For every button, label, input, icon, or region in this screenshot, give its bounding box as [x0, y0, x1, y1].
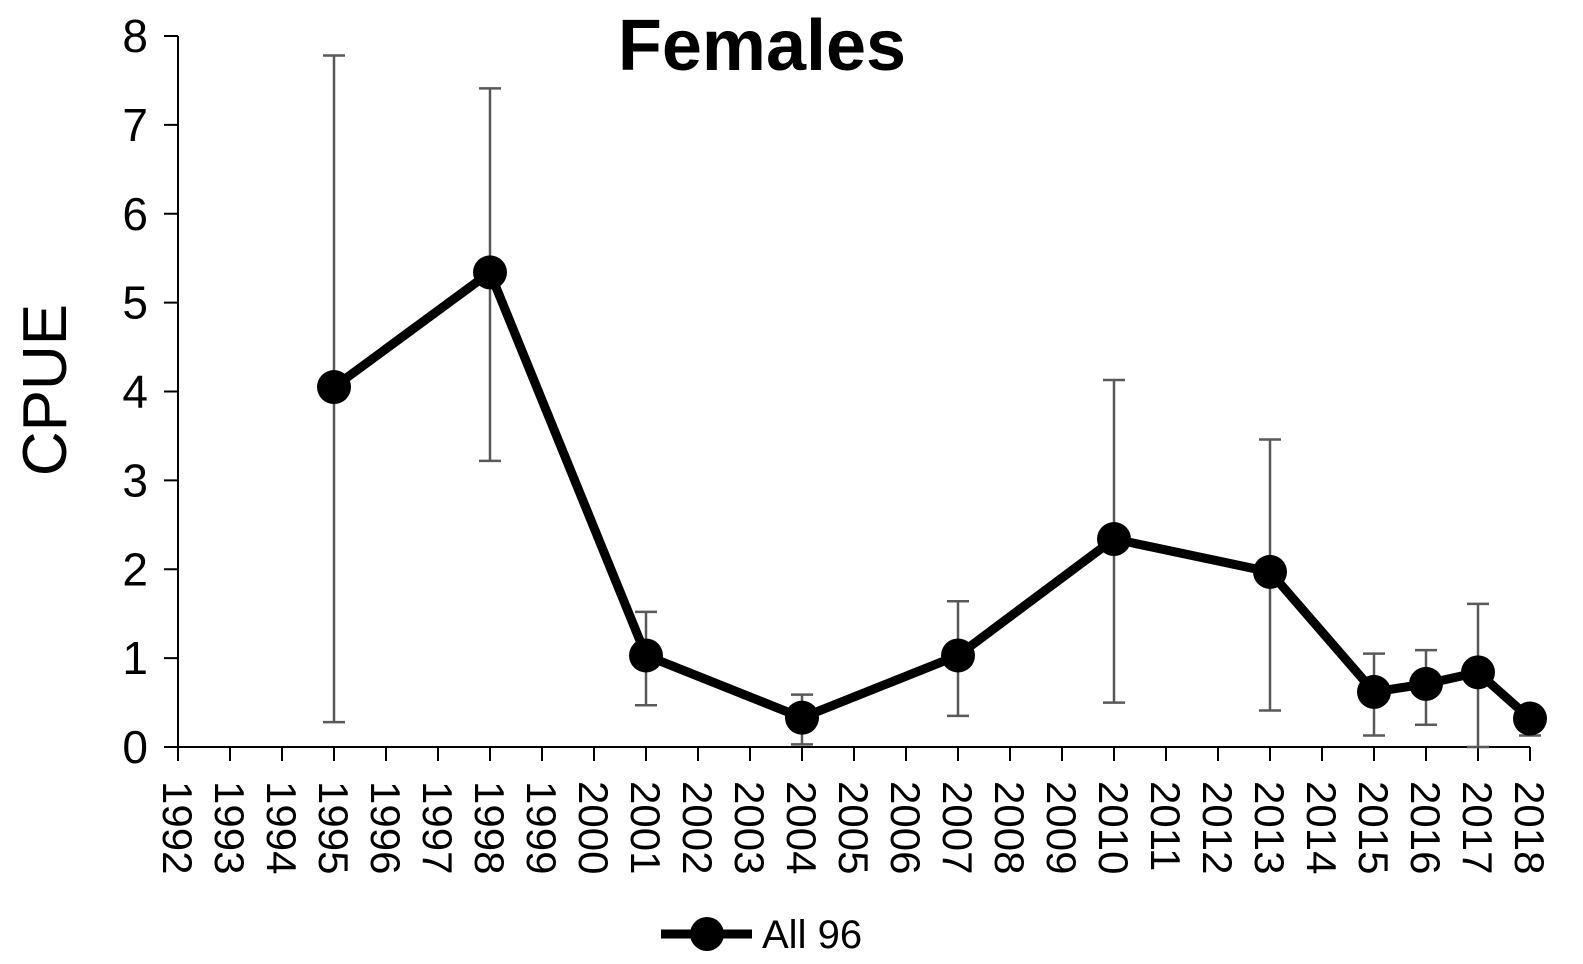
x-tick-label: 2016 [1402, 781, 1449, 874]
x-tick-label: 2000 [570, 781, 617, 874]
y-tick-label: 0 [122, 721, 148, 773]
x-tick-label: 2011 [1142, 781, 1189, 871]
x-tick-label: 1994 [258, 781, 305, 874]
legend-entry-all-96: All 96 [762, 913, 862, 957]
x-tick-label: 2012 [1194, 781, 1241, 874]
x-tick-labels: 1992 1993 1994 1995 1996 1997 1998 1999 2000 2001… [154, 781, 1553, 874]
y-tick-label: 2 [122, 543, 148, 595]
x-tick-label: 1993 [206, 781, 253, 874]
x-tick-label: 2018 [1506, 781, 1553, 874]
x-tick-label: 2017 [1454, 781, 1501, 874]
y-tick-label: 6 [122, 188, 148, 240]
x-tick-label: 1997 [414, 781, 461, 874]
x-tick-label: 1998 [466, 781, 513, 874]
series-lines [331, 267, 1533, 723]
x-tick-label: 2013 [1246, 781, 1293, 874]
y-tick-labels: 0 1 2 3 4 5 6 7 8 [122, 10, 148, 773]
data-point [1513, 701, 1547, 736]
x-tick-label: 1992 [154, 781, 201, 874]
data-point [1409, 666, 1443, 701]
y-tick-label: 8 [122, 10, 148, 62]
x-tick-label: 2010 [1090, 781, 1137, 874]
error-bars [323, 54, 1541, 749]
legend-swatch-marker [690, 917, 724, 951]
y-tick-label: 7 [122, 99, 148, 151]
x-tick-label: 2006 [882, 781, 929, 874]
x-tick-label: 1995 [310, 781, 357, 874]
x-tick-label: 1996 [362, 781, 409, 874]
x-tick-label: 2004 [778, 781, 825, 874]
axes [164, 35, 1531, 761]
x-tick-label: 2003 [726, 781, 773, 874]
data-points [317, 255, 1547, 736]
chart-title: Females [618, 6, 906, 86]
y-axis-label: CPUE [11, 304, 80, 476]
x-tick-label: 2002 [674, 781, 721, 874]
data-point [629, 638, 663, 673]
x-tick-label: 2009 [1038, 781, 1085, 874]
data-point [473, 255, 507, 290]
data-point [1097, 522, 1131, 557]
x-tick-label: 2007 [934, 781, 981, 874]
x-tick-label: 1999 [518, 781, 565, 874]
data-point [317, 370, 351, 405]
x-tick-label: 2015 [1350, 781, 1397, 874]
x-tick-label: 2014 [1298, 781, 1345, 874]
data-point [785, 700, 819, 735]
data-point [941, 638, 975, 673]
x-tick-label: 2008 [986, 781, 1033, 874]
y-tick-label: 3 [122, 454, 148, 506]
y-tick-label: 5 [122, 277, 148, 329]
series-line-all-96 [331, 267, 1533, 723]
y-tick-label: 4 [122, 366, 148, 418]
data-point [1461, 655, 1495, 690]
legend: All 96 [661, 913, 862, 957]
x-tick-label: 2001 [622, 781, 669, 874]
x-tick-label: 2005 [830, 781, 877, 874]
y-tick-label: 1 [122, 632, 148, 684]
data-point [1357, 674, 1391, 709]
data-point [1253, 554, 1287, 589]
